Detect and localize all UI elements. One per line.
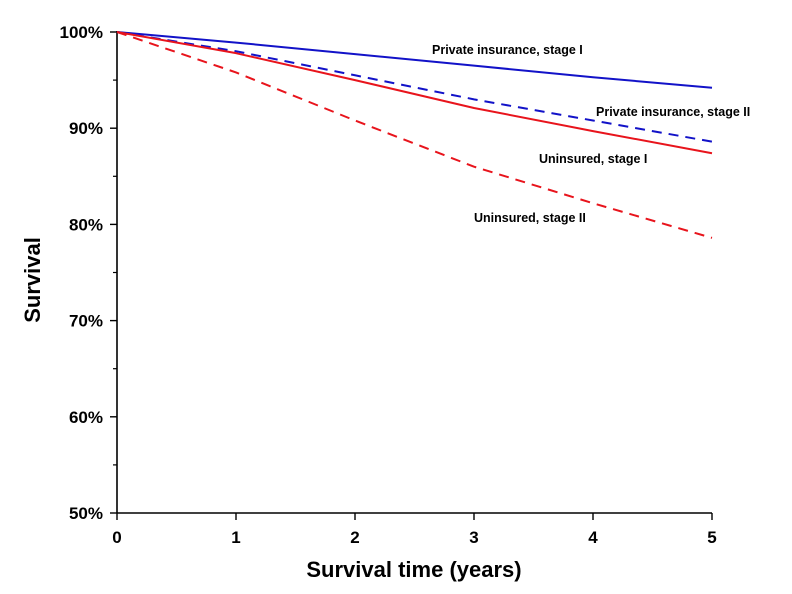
series-label-private-insurance-stage-ii: Private insurance, stage II [596,105,750,119]
series-line-uninsured-stage-i [116,31,713,155]
y-ticks: 50% 60% 70% 80% 90% 100% [60,23,117,523]
series-line-uninsured-stage-ii [116,31,713,239]
y-axis-title: Survival [20,237,45,323]
series-label-uninsured-stage-ii: Uninsured, stage II [474,211,586,225]
series-lines [116,31,713,239]
x-tick-label: 0 [112,528,121,547]
x-tick-label: 4 [588,528,598,547]
x-tick-label: 5 [707,528,716,547]
y-tick-label: 100% [60,23,103,42]
x-tick-label: 2 [350,528,359,547]
y-tick-label: 60% [69,408,103,427]
series-line-private-insurance-stage-i [116,31,713,89]
series-labels: Private insurance, stage I Private insura… [432,43,750,225]
x-tick-label: 1 [231,528,240,547]
y-tick-label: 70% [69,312,103,331]
series-label-uninsured-stage-i: Uninsured, stage I [539,152,647,166]
axes [116,31,712,514]
x-tick-label: 3 [469,528,478,547]
y-tick-label: 50% [69,504,103,523]
y-tick-label: 90% [69,119,103,138]
x-axis-title: Survival time (years) [306,557,521,582]
x-ticks: 0 1 2 3 4 5 [112,513,717,547]
y-tick-label: 80% [69,215,103,234]
series-label-private-insurance-stage-i: Private insurance, stage I [432,43,583,57]
